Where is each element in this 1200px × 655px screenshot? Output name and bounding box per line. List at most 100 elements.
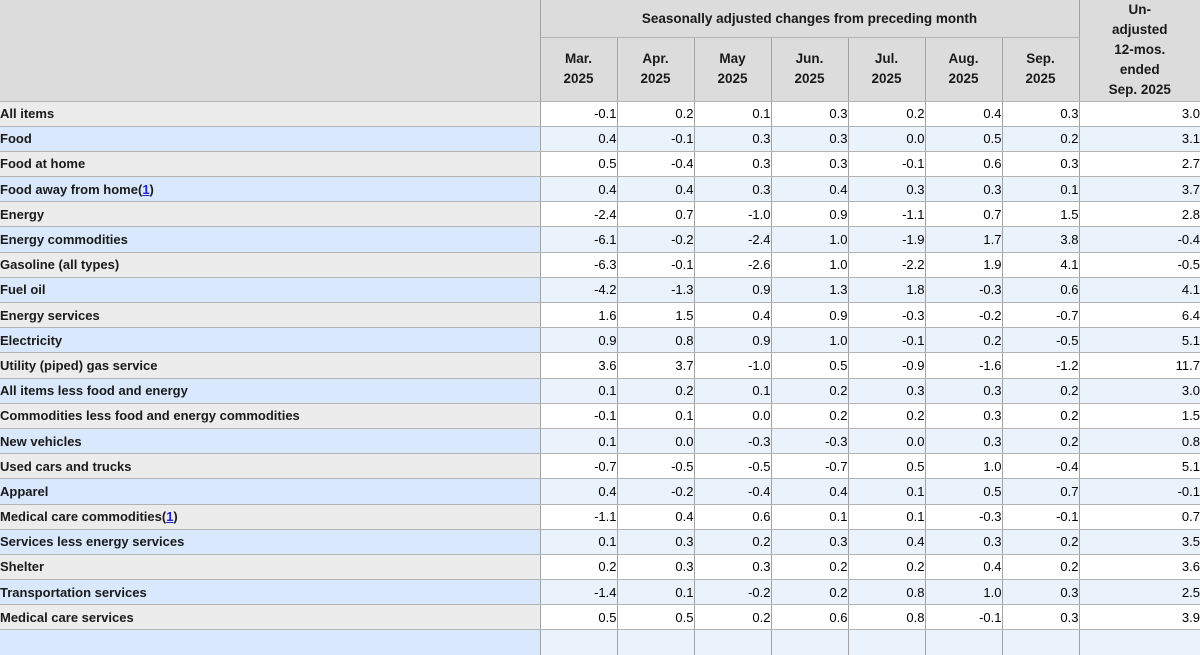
value-cell: 0.3 [1001, 150, 1080, 178]
table-row: Energy -2.4 0.7 -1.0 0.9 -1.1 0.7 1.5 2.8 [0, 201, 1200, 228]
value-cell: 0.3 [924, 528, 1003, 555]
table-row: Commodities less food and energy commodi… [0, 402, 1200, 429]
value-cell: 0.3 [1001, 579, 1080, 606]
table-row: All items less food and energy 0.1 0.2 0.1 0… [0, 377, 1200, 404]
partial-clipped-row [0, 629, 1200, 655]
header-row-top: Seasonally adjusted changes from precedi… [0, 0, 1200, 102]
value-cell: 1.0 [770, 327, 849, 354]
value-cell: -0.1 [539, 402, 618, 429]
value-cell: 0.1 [1001, 176, 1080, 203]
value-cell: -0.1 [847, 150, 926, 178]
table-row: All items -0.1 0.2 0.1 0.3 0.2 0.4 0.3 3.0 [0, 100, 1200, 127]
row-label: Commodities less food and energy commodi… [0, 402, 541, 429]
value-cell: -0.3 [693, 427, 772, 455]
table-body: All items -0.1 0.2 0.1 0.3 0.2 0.4 0.3 3.0 Food 0.… [0, 100, 1200, 631]
value-cell: 0.5 [924, 125, 1003, 152]
value-cell: 0.7 [1001, 478, 1080, 505]
value-cell: -6.1 [539, 226, 618, 253]
value-cell: 3.6 [1078, 553, 1200, 581]
value-cell: 0.2 [1001, 528, 1080, 555]
table-row: Used cars and trucks -0.7 -0.5 -0.5 -0.7 0.5 1… [0, 453, 1200, 480]
value-cell: 0.1 [693, 377, 772, 404]
value-cell: 0.3 [1001, 604, 1080, 631]
value-cell: 0.2 [770, 553, 849, 581]
month-header-jun: Jun. 2025 [770, 36, 849, 102]
value-cell: 0.2 [1001, 402, 1080, 429]
value-cell: -1.3 [616, 276, 695, 304]
value-cell: 1.5 [1001, 201, 1080, 228]
value-cell: 0.2 [847, 553, 926, 581]
value-cell: -0.1 [1078, 478, 1200, 505]
value-cell: -0.1 [847, 327, 926, 354]
row-label: Fuel oil [0, 276, 541, 304]
value-cell: -0.9 [847, 352, 926, 379]
value-cell: 5.1 [1078, 327, 1200, 354]
table-row: Services less energy services 0.1 0.3 0.2 0.… [0, 528, 1200, 555]
value-cell: 0.9 [539, 327, 618, 354]
value-cell: 0.8 [847, 604, 926, 631]
value-cell: 0.2 [616, 100, 695, 127]
value-cell: -1.9 [847, 226, 926, 253]
value-cell: 1.9 [924, 251, 1003, 278]
value-cell: 2.5 [1078, 579, 1200, 606]
row-label: Transportation services [0, 579, 541, 606]
row-label: Apparel [0, 478, 541, 505]
table-row: Transportation services -1.4 0.1 -0.2 0.2 0.8… [0, 579, 1200, 606]
value-cell: 0.7 [924, 201, 1003, 228]
value-cell: 0.2 [693, 604, 772, 631]
value-cell: 0.3 [847, 176, 926, 203]
value-cell: 0.5 [616, 604, 695, 631]
value-cell: 0.6 [924, 150, 1003, 178]
value-cell: 0.1 [616, 579, 695, 606]
value-cell: 0.8 [847, 579, 926, 606]
row-label: Utility (piped) gas service [0, 352, 541, 379]
table-row: Medical care commodities(1) -1.1 0.4 0.6 0.1… [0, 503, 1200, 530]
value-cell: 0.4 [693, 301, 772, 329]
value-cell: -2.4 [693, 226, 772, 253]
value-cell: 0.0 [693, 402, 772, 429]
value-cell: 1.5 [1078, 402, 1200, 429]
seasonally-adjusted-header: Seasonally adjusted changes from precedi… [539, 0, 1080, 38]
value-cell: -1.6 [924, 352, 1003, 379]
value-cell: -0.5 [1078, 251, 1200, 278]
value-cell: 1.5 [616, 301, 695, 329]
value-cell: 0.3 [924, 377, 1003, 404]
value-cell: -0.3 [924, 276, 1003, 304]
table-row: New vehicles 0.1 0.0 -0.3 -0.3 0.0 0.3 0.2 0.8 [0, 427, 1200, 455]
value-cell: 3.7 [1078, 176, 1200, 203]
row-label: Medical care services [0, 604, 541, 631]
value-cell: 0.5 [770, 352, 849, 379]
footnote-link[interactable]: 1 [142, 181, 150, 197]
value-cell: 3.5 [1078, 528, 1200, 555]
table-row: Food 0.4 -0.1 0.3 0.3 0.0 0.5 0.2 3.1 [0, 125, 1200, 152]
row-label: Used cars and trucks [0, 453, 541, 480]
value-cell: 0.1 [539, 377, 618, 404]
month-header-jul: Jul. 2025 [847, 36, 926, 102]
value-cell: 0.3 [693, 553, 772, 581]
footnote-link[interactable]: 1 [166, 509, 174, 525]
value-cell: 0.4 [616, 503, 695, 530]
month-header-sep: Sep. 2025 [1001, 36, 1080, 102]
value-cell: 0.3 [1001, 100, 1080, 127]
value-cell: -0.2 [616, 226, 695, 253]
unadjusted-column-header: Un- adjusted 12-mos. ended Sep. 2025 [1078, 0, 1200, 102]
value-cell: -0.2 [924, 301, 1003, 329]
value-cell: 0.0 [847, 125, 926, 152]
value-cell: 0.4 [770, 176, 849, 203]
value-cell: 1.0 [924, 579, 1003, 606]
row-label: Services less energy services [0, 528, 541, 555]
table-row: Gasoline (all types) -6.3 -0.1 -2.6 1.0 -2.2 1… [0, 251, 1200, 278]
value-cell: 0.3 [616, 528, 695, 555]
value-cell: -0.1 [616, 125, 695, 152]
row-label: Food [0, 125, 541, 152]
value-cell: -0.4 [1078, 226, 1200, 253]
value-cell: 3.9 [1078, 604, 1200, 631]
row-label: Food at home [0, 150, 541, 178]
value-cell: -0.5 [616, 453, 695, 480]
value-cell: 0.4 [924, 553, 1003, 581]
row-label: Energy services [0, 301, 541, 329]
table-row: Fuel oil -4.2 -1.3 0.9 1.3 1.8 -0.3 0.6 4.1 [0, 276, 1200, 304]
row-label [0, 629, 541, 655]
value-cell: 0.2 [770, 377, 849, 404]
